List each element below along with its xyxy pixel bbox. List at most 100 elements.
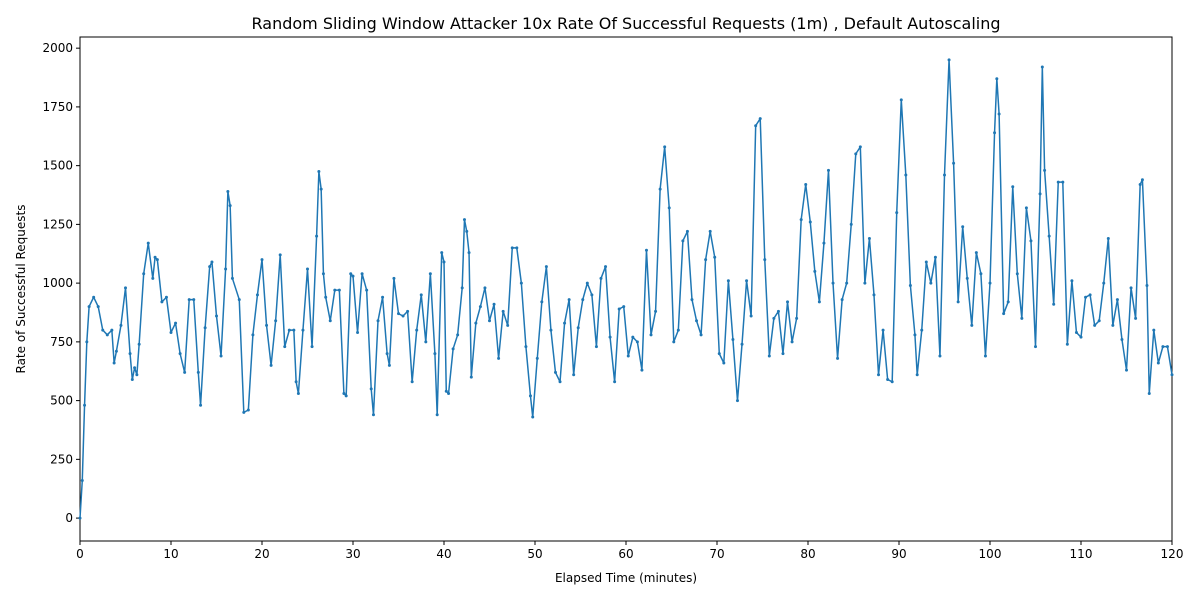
data-point xyxy=(649,333,653,337)
data-point xyxy=(572,373,576,377)
data-point xyxy=(781,352,785,356)
data-point xyxy=(863,281,867,285)
data-point xyxy=(836,356,840,360)
data-point xyxy=(563,321,567,325)
data-point xyxy=(385,352,389,356)
data-point xyxy=(995,77,999,81)
y-tick-label: 1500 xyxy=(42,159,73,173)
data-point xyxy=(80,478,84,482)
data-point xyxy=(790,340,794,344)
data-point xyxy=(776,309,780,313)
data-point xyxy=(255,293,259,297)
data-point xyxy=(203,326,207,330)
y-tick-label: 500 xyxy=(50,394,73,408)
x-tick-label: 50 xyxy=(527,547,542,561)
data-point xyxy=(970,323,974,327)
data-point xyxy=(428,272,432,276)
data-point xyxy=(924,260,928,264)
data-point xyxy=(296,392,300,396)
data-point xyxy=(749,314,753,318)
y-tick-label: 1000 xyxy=(42,276,73,290)
data-point xyxy=(1006,300,1010,304)
data-point xyxy=(1093,323,1097,327)
data-point xyxy=(858,145,862,149)
data-point xyxy=(952,161,956,165)
data-point xyxy=(731,338,735,342)
x-tick-label: 60 xyxy=(618,547,633,561)
data-point xyxy=(658,187,662,191)
data-point xyxy=(933,255,937,259)
data-point xyxy=(153,255,157,259)
data-point xyxy=(983,354,987,358)
y-tick-label: 750 xyxy=(50,335,73,349)
data-point xyxy=(251,333,255,337)
data-point xyxy=(553,370,557,374)
data-point xyxy=(456,333,460,337)
data-point xyxy=(342,392,346,396)
data-point xyxy=(169,330,173,334)
data-point xyxy=(740,342,744,346)
data-point xyxy=(112,361,116,365)
data-point xyxy=(699,333,703,337)
y-tick-label: 0 xyxy=(65,511,73,525)
data-point xyxy=(881,328,885,332)
x-tick-label: 110 xyxy=(1070,547,1093,561)
data-point xyxy=(515,246,519,250)
x-tick-label: 10 xyxy=(163,547,178,561)
data-point xyxy=(344,394,348,398)
data-point xyxy=(381,295,385,299)
data-point xyxy=(544,265,548,269)
data-point xyxy=(676,328,680,332)
data-point xyxy=(356,330,360,334)
data-point xyxy=(226,189,230,193)
data-point xyxy=(462,218,466,222)
data-point xyxy=(301,328,305,332)
data-point xyxy=(1156,361,1160,365)
data-point xyxy=(1002,312,1006,316)
data-point xyxy=(745,279,749,283)
data-point xyxy=(772,316,776,320)
data-point xyxy=(387,363,391,367)
data-point xyxy=(96,305,100,309)
data-point xyxy=(899,98,903,102)
data-point xyxy=(786,300,790,304)
data-point xyxy=(160,300,164,304)
data-point xyxy=(292,328,296,332)
data-point xyxy=(424,340,428,344)
data-point xyxy=(576,326,580,330)
data-point xyxy=(1020,316,1024,320)
data-point xyxy=(1052,302,1056,306)
data-point xyxy=(349,272,353,276)
data-point xyxy=(237,298,241,302)
data-point xyxy=(406,309,410,313)
data-point xyxy=(488,319,491,323)
data-point xyxy=(317,170,321,174)
data-point xyxy=(105,333,109,337)
data-point xyxy=(626,354,630,358)
data-point xyxy=(590,293,594,297)
data-point xyxy=(672,340,676,344)
data-point xyxy=(442,260,446,264)
x-tick-label: 70 xyxy=(709,547,724,561)
data-point xyxy=(997,112,1001,116)
data-point xyxy=(599,276,603,280)
data-point xyxy=(845,281,849,285)
data-point xyxy=(1165,345,1169,349)
data-point xyxy=(219,354,223,358)
data-point xyxy=(469,375,473,379)
data-point xyxy=(540,300,544,304)
data-point xyxy=(567,298,571,302)
data-point xyxy=(497,356,501,360)
data-point xyxy=(1061,180,1065,184)
data-point xyxy=(908,283,912,287)
data-point xyxy=(1084,295,1088,299)
data-point xyxy=(604,265,608,269)
data-point xyxy=(401,314,405,318)
data-point xyxy=(1152,328,1156,332)
data-point xyxy=(1038,192,1042,196)
data-point xyxy=(1070,279,1074,283)
data-point xyxy=(451,347,455,351)
data-point xyxy=(460,286,464,290)
data-point xyxy=(478,305,482,309)
y-tick-label: 1750 xyxy=(42,100,73,114)
